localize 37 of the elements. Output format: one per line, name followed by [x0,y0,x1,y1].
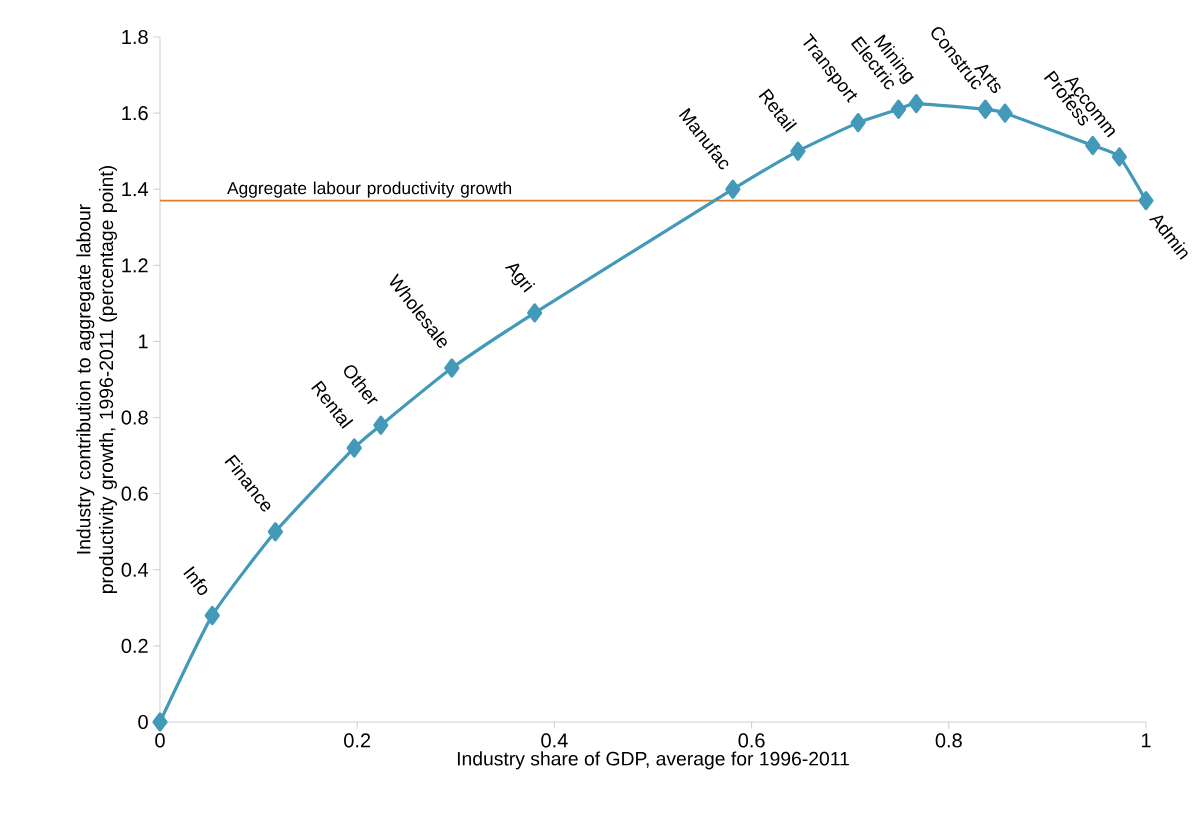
y-tick-label: 0 [138,714,148,730]
annotation: Agri [504,263,536,293]
y-tick-label: 1 [139,334,148,349]
point [444,358,460,378]
y-tick-label: 1.4 [122,182,149,197]
annotation: Info [183,566,208,595]
point [527,303,543,323]
y-tick-label: 0.6 [121,486,148,501]
x-tick-label: 0.4 [541,733,568,748]
y-tick-label: 1.2 [122,258,148,273]
point [373,415,389,435]
y-axis-title: Industry contribution to aggregate labour productivity growth, 1996-2011 (percentage point) [76,166,118,594]
point [890,99,907,119]
x-tick-label: 1 [1141,733,1151,748]
point [267,522,283,542]
ref-line-label: Aggregate labour productivity growth [227,181,512,198]
point [346,438,362,458]
x-tick-label: 0.6 [738,733,765,748]
point [152,712,168,732]
point [850,113,866,133]
y-tick-label: 0.8 [121,410,148,425]
point [1138,191,1154,211]
point [908,94,924,114]
y-tick-label: 1.6 [122,106,148,121]
y-tick-label: 1.8 [122,29,148,45]
point [725,179,741,199]
point [790,141,806,161]
y-tick-label: 0.4 [121,562,149,577]
x-tick-label: 0.8 [935,733,962,748]
x-axis-title: Industry share of GDP, average for 1996-2011 [457,751,849,770]
point [977,99,993,119]
x-tick-label: 0.2 [344,733,371,748]
point [997,103,1013,123]
y-tick-label: 0.2 [121,638,148,653]
point [204,605,220,626]
x-tick-label: 0 [155,733,165,748]
point [1111,147,1127,167]
